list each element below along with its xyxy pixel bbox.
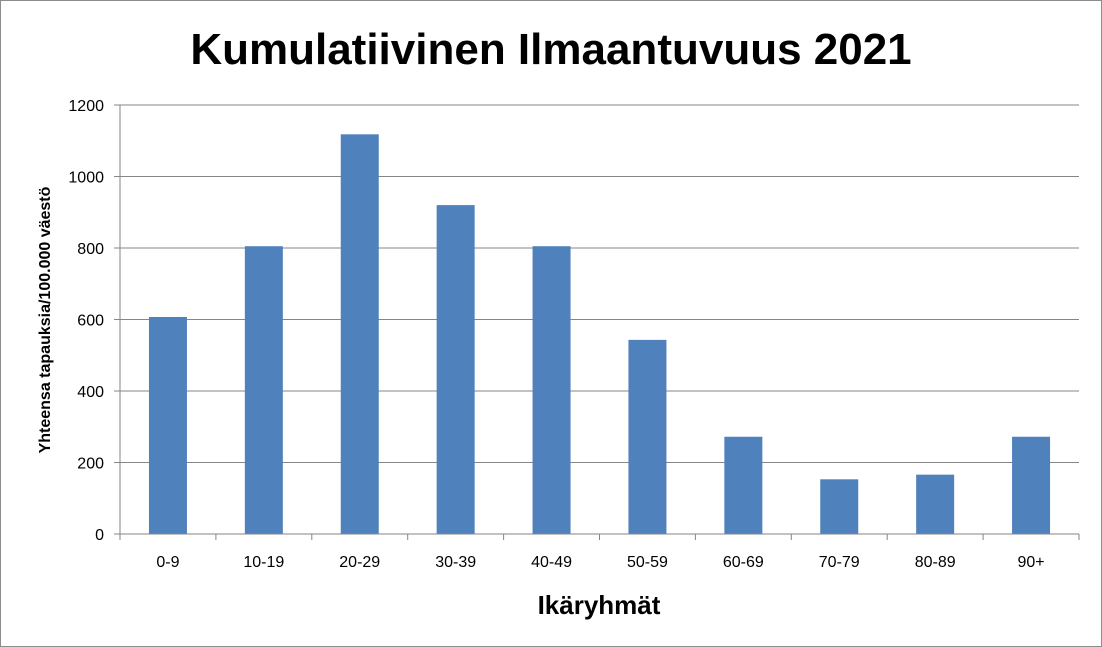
y-tick-label: 0 <box>95 527 104 544</box>
x-tick-label: 20-29 <box>339 554 380 571</box>
bar-80-89 <box>916 474 955 534</box>
y-tick-label: 1000 <box>68 170 104 187</box>
x-tick-label: 30-39 <box>435 554 476 571</box>
x-tick-label: 10-19 <box>243 554 284 571</box>
x-tick-label: 60-69 <box>723 554 764 571</box>
bar-0-9 <box>148 316 187 534</box>
x-tick-label: 50-59 <box>627 554 668 571</box>
bars <box>148 134 1051 534</box>
chart-title: Kumulatiivinen Ilmaantuvuus 2021 <box>190 25 911 74</box>
x-axis-title: Ikäryhmät <box>538 590 661 620</box>
x-tick-label: 70-79 <box>819 554 860 571</box>
bar-70-79 <box>820 479 859 534</box>
x-tick-label: 0-9 <box>156 554 179 571</box>
x-tick-label: 80-89 <box>915 554 956 571</box>
x-tick-label: 40-49 <box>531 554 572 571</box>
bar-90+ <box>1012 436 1051 534</box>
bar-30-39 <box>436 205 475 534</box>
y-tick-label: 600 <box>77 313 104 330</box>
bar-20-29 <box>340 134 379 534</box>
x-tick-label: 90+ <box>1017 554 1044 571</box>
y-tick-label: 800 <box>77 241 104 258</box>
y-tick-label: 1200 <box>68 98 104 115</box>
y-tick-label: 400 <box>77 384 104 401</box>
bar-50-59 <box>628 339 667 534</box>
bar-10-19 <box>244 246 283 534</box>
bar-40-49 <box>532 246 571 534</box>
x-tick-labels: 0-9 10-19 20-29 30-39 40-49 50-59 60-69 70-79 80… <box>156 554 1044 571</box>
axes <box>114 104 1080 540</box>
y-axis-title: Yhteensa tapauksia/100.000 väestö <box>37 186 54 453</box>
y-tick-label: 200 <box>77 456 104 473</box>
y-tick-labels: 0 200 400 600 800 1000 1200 <box>68 98 104 544</box>
bar-60-69 <box>724 436 763 534</box>
